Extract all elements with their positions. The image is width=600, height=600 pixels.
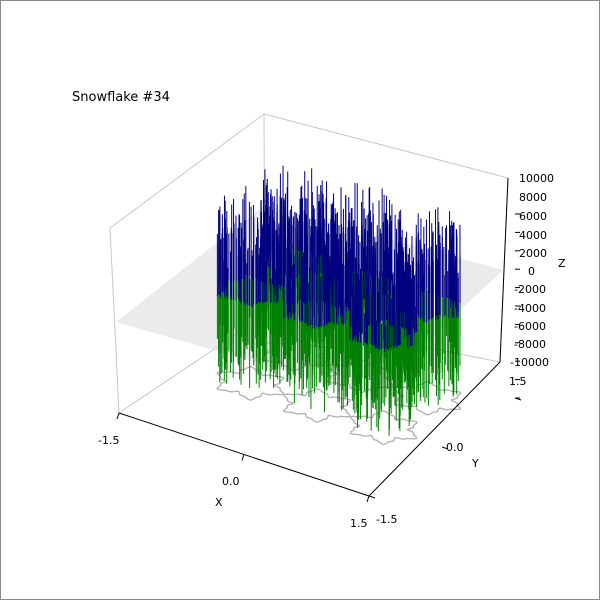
y-axis-label: Y: [471, 457, 479, 470]
chart-title: Snowflake #34: [72, 90, 170, 105]
snowflake-outline: [282, 388, 352, 423]
z-tick-label: -6000: [514, 320, 546, 333]
x-tick-mark: [366, 495, 370, 503]
y-axis-line: [368, 361, 501, 497]
z-tick-label: 6000: [519, 210, 547, 223]
x-axis-label: X: [215, 496, 223, 509]
z-tick-label: 8000: [519, 191, 547, 204]
z-tick-label: 10000: [519, 172, 554, 185]
y-tick-mark: [368, 495, 376, 499]
x-tick-label: 0.0: [222, 475, 240, 488]
x-tick-label: 1.5: [350, 517, 368, 530]
tick-marks: [116, 213, 522, 503]
y-tick-label: 1.5: [509, 375, 527, 388]
x-tick-label: -1.5: [98, 434, 119, 447]
x-tick-mark: [116, 412, 120, 420]
z-tick-label: 4000: [519, 229, 547, 242]
x-tick-mark: [241, 454, 245, 461]
grid-line: [109, 113, 265, 229]
z-axis-line: [499, 177, 509, 363]
grid-line: [109, 227, 120, 414]
snowflake-outline: [393, 380, 462, 416]
z-tick-label: 2000: [519, 247, 547, 260]
z-tick-label: -8000: [514, 338, 546, 351]
y-tick-label: 0.0: [446, 441, 464, 454]
y-tick-mark: [441, 446, 449, 450]
grid-line: [263, 113, 509, 179]
y-tick-label: -1.5: [376, 513, 397, 526]
z-tick-label: 0: [528, 265, 535, 278]
z-axis-label: Z: [558, 257, 566, 270]
snowflake-outline: [216, 366, 285, 401]
z-tick-label: -10000: [510, 356, 549, 369]
snowflake-outline: [349, 410, 418, 445]
stem-series: [216, 165, 461, 436]
z-tick-label: -4000: [514, 302, 546, 315]
z-tick-label: -2000: [514, 283, 546, 296]
